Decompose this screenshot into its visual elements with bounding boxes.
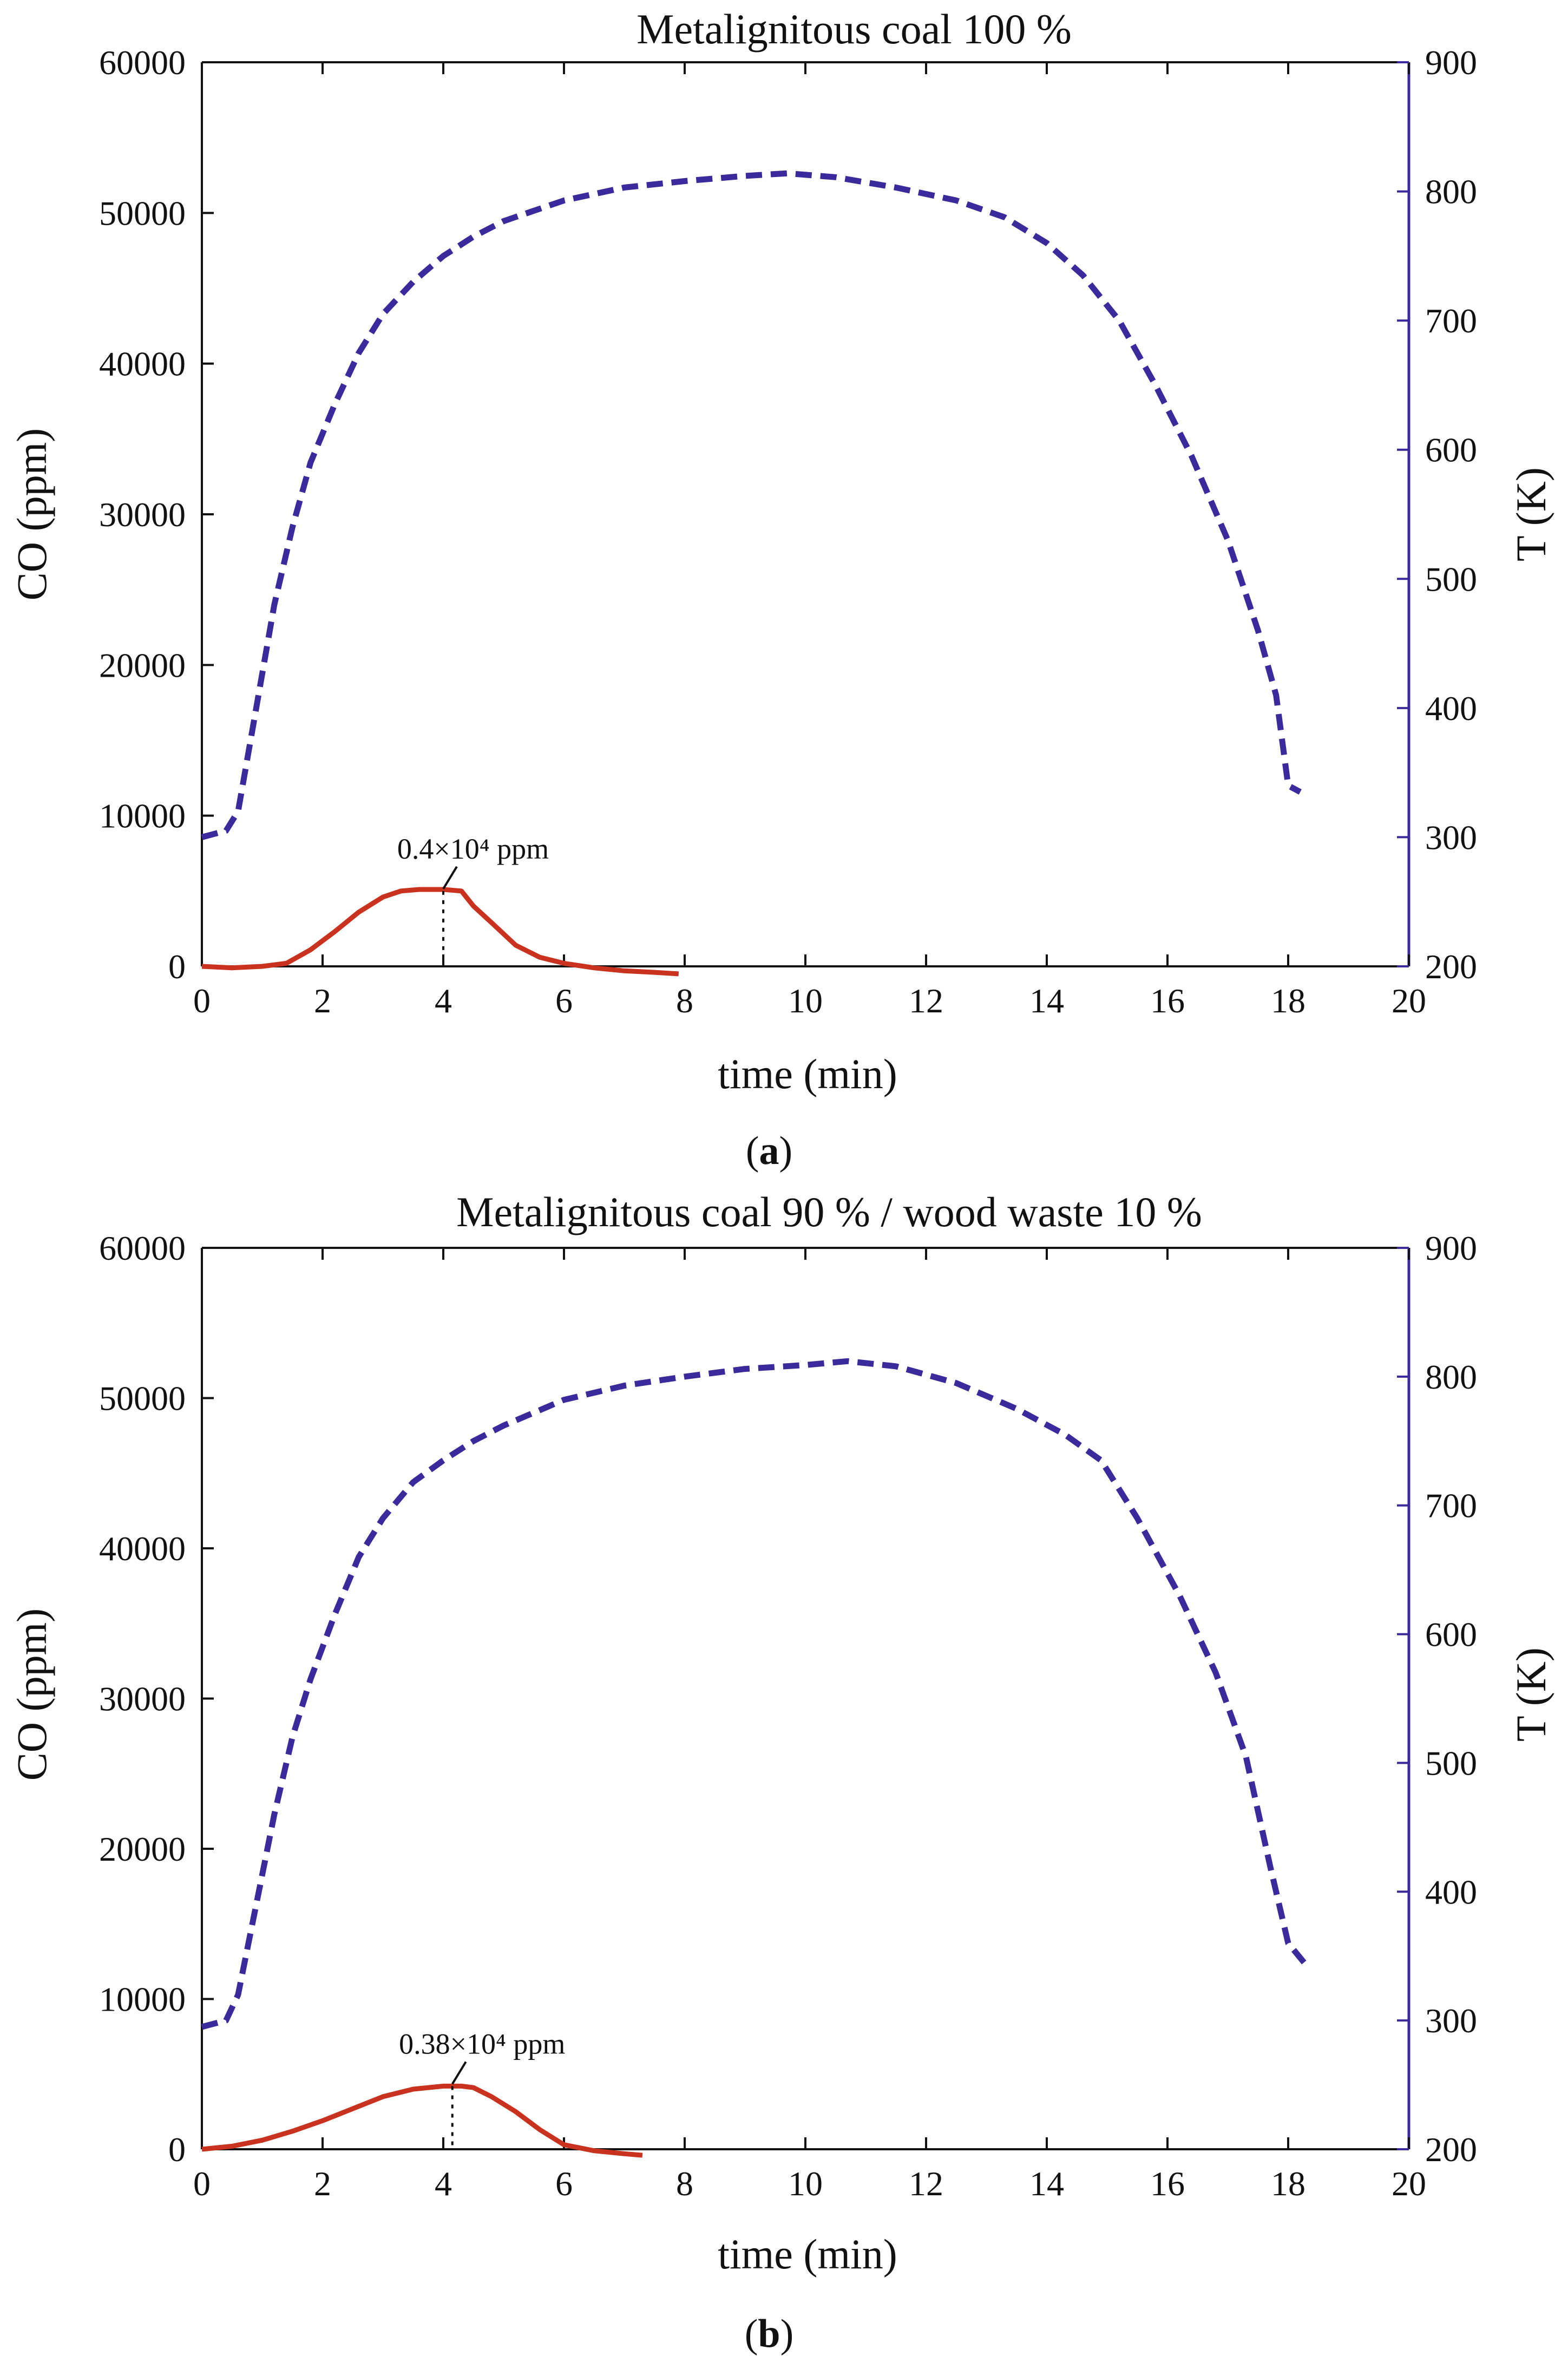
panel-label: (a) — [746, 1129, 792, 1173]
x-tick-label: 4 — [435, 2164, 452, 2203]
x-tick-label: 0 — [193, 2164, 211, 2203]
y-right-tick-label: 900 — [1425, 43, 1477, 82]
y-right-tick-label: 300 — [1425, 818, 1477, 856]
x-tick-label: 10 — [788, 2164, 823, 2203]
peak-annotation-label: 0.38×10⁴ ppm — [399, 2027, 565, 2060]
y-right-tick-label: 700 — [1425, 302, 1477, 340]
y-right-tick-label: 400 — [1425, 689, 1477, 728]
x-tick-label: 8 — [676, 982, 693, 1020]
y-right-tick-label: 600 — [1425, 1615, 1477, 1654]
x-tick-label: 10 — [788, 982, 823, 1020]
y-axis-right-ticks: 200 300 400 500 600 700 800 900 — [1397, 43, 1477, 986]
x-tick-label: 4 — [435, 982, 452, 1020]
x-tick-label: 14 — [1029, 982, 1064, 1020]
y-tick-label: 30000 — [99, 1680, 186, 1718]
y-right-tick-label: 500 — [1425, 1744, 1477, 1782]
y-right-tick-label: 400 — [1425, 1873, 1477, 1911]
y-tick-label: 30000 — [99, 495, 186, 534]
x-axis-ticks: 0 2 4 6 8 10 12 14 16 18 20 — [193, 62, 1426, 1020]
y-tick-label: 40000 — [99, 1529, 186, 1568]
panel-letter: a — [759, 1129, 779, 1173]
x-tick-label: 14 — [1029, 2164, 1064, 2203]
panel-label: (b) — [745, 2312, 793, 2356]
chart-title: Metalignitous coal 90 % / wood waste 10 … — [456, 1188, 1202, 1235]
x-tick-label: 12 — [909, 982, 943, 1020]
y-axis-ticks: 0 10000 20000 30000 40000 50000 60000 — [99, 43, 214, 986]
y-axis-ticks: 0 10000 20000 30000 40000 50000 60000 — [99, 1229, 214, 2169]
y-tick-label: 0 — [168, 947, 186, 986]
x-tick-label: 2 — [314, 2164, 331, 2203]
y-right-tick-label: 800 — [1425, 173, 1477, 211]
x-axis-label: time (min) — [718, 2230, 897, 2278]
y-right-tick-label: 900 — [1425, 1229, 1477, 1267]
y-axis-label: CO (ppm) — [8, 428, 55, 600]
y-axis-right-ticks: 200 300 400 500 600 700 800 900 — [1397, 1229, 1477, 2169]
x-tick-label: 6 — [555, 982, 573, 1020]
x-tick-label: 6 — [555, 2164, 573, 2203]
x-tick-label: 20 — [1392, 982, 1426, 1020]
chart-title: Metalignitous coal 100 % — [637, 5, 1072, 53]
x-tick-label: 16 — [1150, 2164, 1185, 2203]
temperature-series-line — [201, 1358, 1309, 2030]
y-tick-label: 60000 — [99, 1229, 186, 1267]
x-tick-label: 2 — [314, 982, 331, 1020]
series-layer — [201, 170, 1302, 977]
peak-annotation-label: 0.4×10⁴ ppm — [397, 833, 549, 865]
y-right-tick-label: 300 — [1425, 2001, 1477, 2040]
temperature-series-line — [201, 170, 1302, 840]
y-tick-label: 60000 — [99, 43, 186, 82]
co-series-line — [201, 2083, 643, 2158]
panel-letter: b — [758, 2312, 780, 2356]
y-tick-label: 10000 — [99, 797, 186, 835]
y-tick-label: 10000 — [99, 1980, 186, 2019]
y-axis-right-label: T (K) — [1507, 467, 1554, 561]
y-right-tick-label: 700 — [1425, 1487, 1477, 1525]
y-tick-label: 50000 — [99, 194, 186, 232]
co-series-line — [201, 887, 679, 977]
y-tick-label: 20000 — [99, 646, 186, 684]
annotation-layer: 0.38×10⁴ ppm — [399, 2027, 565, 2149]
y-axis-label: CO (ppm) — [8, 1608, 55, 1781]
chart-panel-a: Metalignitous coal 100 % 0 2 4 6 8 10 12 14 16 18… — [8, 5, 1554, 1173]
y-right-tick-label: 600 — [1425, 431, 1477, 469]
x-tick-label: 8 — [676, 2164, 693, 2203]
y-tick-label: 0 — [168, 2130, 186, 2169]
x-tick-label: 12 — [909, 2164, 943, 2203]
x-tick-label: 16 — [1150, 982, 1185, 1020]
series-layer — [201, 1358, 1309, 2158]
x-tick-label: 18 — [1271, 2164, 1305, 2203]
y-right-tick-label: 200 — [1425, 2130, 1477, 2169]
y-tick-label: 50000 — [99, 1379, 186, 1418]
x-axis-ticks: 0 2 4 6 8 10 12 14 16 18 20 — [193, 1248, 1426, 2203]
annotation-layer: 0.4×10⁴ ppm — [397, 833, 549, 966]
x-tick-label: 18 — [1271, 982, 1305, 1020]
chart-panel-b: Metalignitous coal 90 % / wood waste 10 … — [8, 1188, 1554, 2356]
y-right-tick-label: 800 — [1425, 1358, 1477, 1396]
y-tick-label: 20000 — [99, 1830, 186, 1868]
y-right-tick-label: 200 — [1425, 947, 1477, 986]
x-tick-label: 0 — [193, 982, 211, 1020]
peak-leader-line — [451, 2061, 467, 2085]
peak-leader-line — [442, 866, 458, 889]
y-right-tick-label: 500 — [1425, 560, 1477, 598]
y-axis-right-label: T (K) — [1507, 1647, 1554, 1742]
y-tick-label: 40000 — [99, 345, 186, 383]
x-axis-label: time (min) — [718, 1050, 897, 1097]
x-tick-label: 20 — [1392, 2164, 1426, 2203]
